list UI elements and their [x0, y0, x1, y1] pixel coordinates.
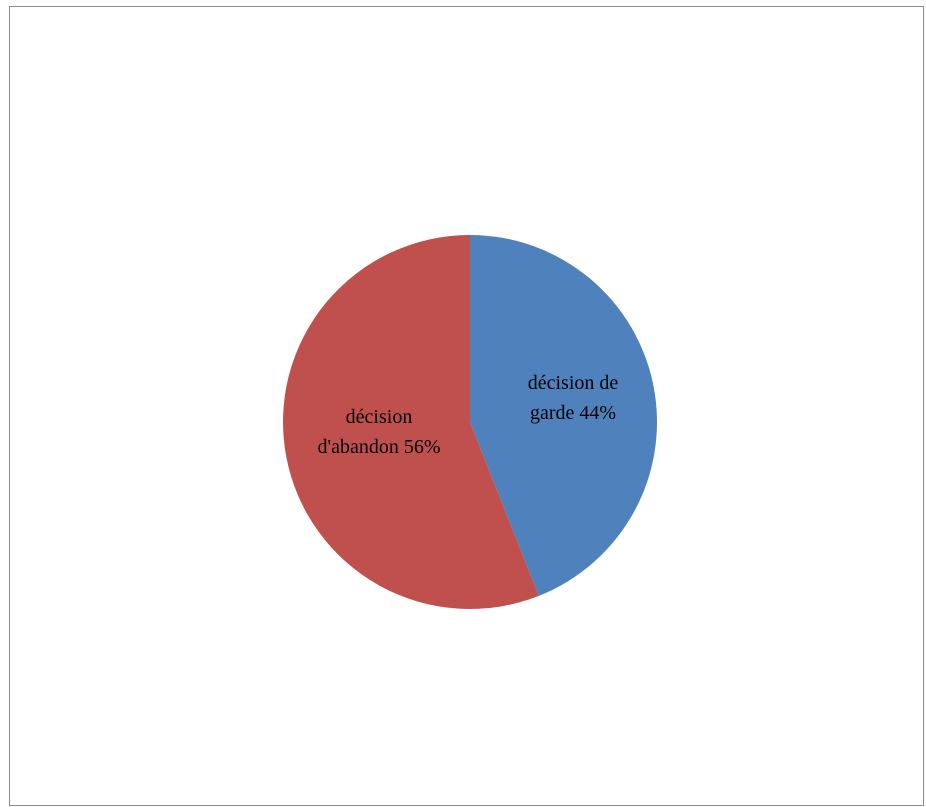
- pie-slices: [283, 235, 658, 609]
- slice-label-garde-line2: garde 44%: [530, 402, 616, 424]
- chart-area: décision de garde 44% décision d'abandon…: [9, 6, 924, 806]
- slice-label-garde-line1: décision de: [528, 372, 619, 394]
- pie-chart: décision de garde 44% décision d'abandon…: [283, 235, 658, 609]
- slice-label-abandon-line1: décision: [346, 406, 413, 428]
- slice-garde: [470, 235, 658, 596]
- slice-abandon: [283, 235, 539, 609]
- slice-label-abandon-line2: d'abandon 56%: [317, 436, 440, 458]
